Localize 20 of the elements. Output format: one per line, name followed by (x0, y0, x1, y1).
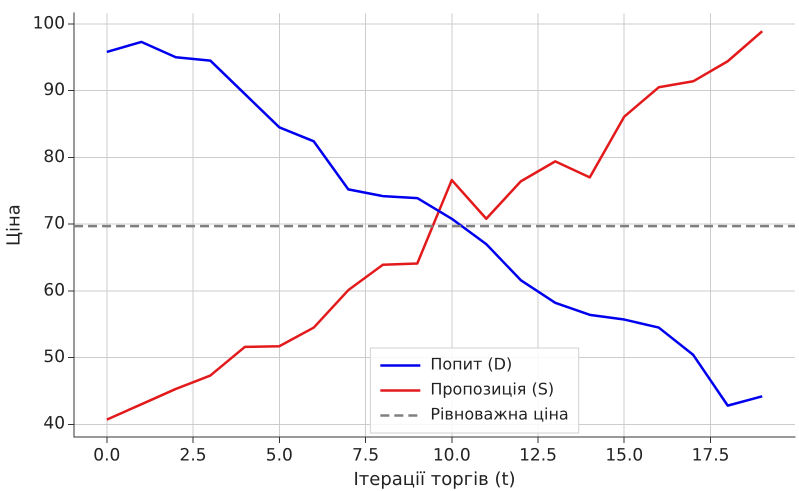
y-tick-label: 80 (43, 146, 66, 167)
x-tick-label: 7.5 (352, 446, 380, 466)
x-tick-label: 10.0 (432, 446, 471, 466)
x-tick-label: 2.5 (180, 446, 207, 466)
y-tick-label: 90 (43, 80, 66, 100)
legend-label: Рівноважна ціна (430, 404, 569, 424)
y-axis-title: Ціна (3, 204, 24, 246)
legend-label: Пропозиція (S) (430, 380, 554, 399)
x-tick-label: 12.5 (519, 446, 557, 466)
x-tick-label: 5.0 (266, 446, 293, 466)
legend-label: Попит (D) (430, 354, 512, 374)
y-tick-label: 70 (43, 214, 66, 234)
y-tick-label: 100 (32, 13, 66, 34)
x-tick-label: 0.0 (93, 446, 120, 466)
x-tick-label: 17.5 (692, 446, 730, 466)
x-tick-label: 15.0 (605, 446, 644, 466)
y-tick-label: 50 (43, 347, 66, 367)
y-tick-label: 60 (43, 280, 66, 300)
x-axis-title: Ітерації торгів (t) (353, 468, 516, 490)
y-tick-label: 40 (43, 414, 66, 434)
